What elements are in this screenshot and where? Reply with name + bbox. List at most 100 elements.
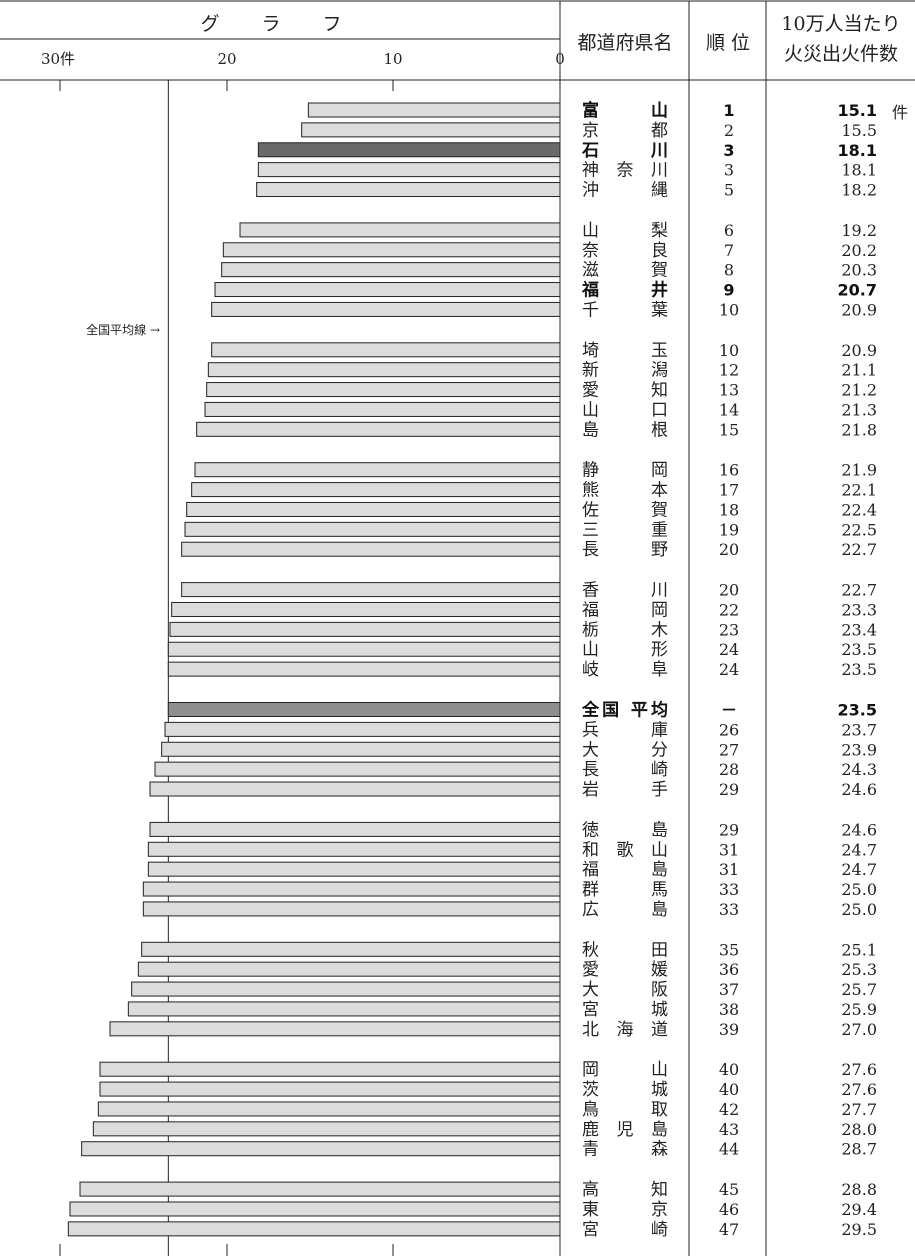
rate-value: 24.3	[841, 760, 877, 779]
rate-value: 23.5	[838, 701, 877, 720]
bar-35	[141, 941, 561, 957]
bar-1	[301, 122, 561, 138]
rate-value: 28.7	[841, 1140, 877, 1159]
rate-value: 20.9	[841, 300, 877, 319]
prefecture-name: 北海道	[582, 1020, 668, 1040]
rank-value: 20	[719, 581, 739, 600]
prefecture-name: 岡山	[582, 1060, 668, 1080]
rank-value: 5	[724, 181, 734, 200]
rank-value: 47	[719, 1220, 739, 1239]
prefecture-name: 宮崎	[582, 1220, 668, 1240]
bar-26	[164, 721, 561, 737]
bar-37	[131, 981, 561, 997]
rate-value: 18.1	[841, 161, 877, 180]
bar-6	[222, 242, 561, 258]
prefecture-name: 鳥取	[582, 1100, 668, 1120]
rate-value: 29.4	[841, 1200, 877, 1219]
prefecture-name: 山形	[582, 640, 668, 660]
rank-value: 29	[719, 820, 739, 839]
rank-value: 33	[719, 880, 739, 899]
bar-19	[181, 541, 561, 557]
rank-value: 42	[719, 1100, 739, 1119]
prefecture-name: 福島	[582, 860, 668, 880]
graph-title: グ ラ フ	[200, 13, 359, 35]
prefecture-name: 山口	[582, 400, 668, 420]
rank-value: 38	[719, 1000, 739, 1019]
bar-0	[307, 102, 561, 118]
rank-value: 9	[723, 281, 734, 300]
bar-25	[167, 702, 561, 717]
rank-value: 10	[719, 341, 739, 360]
axis-ticks	[59, 80, 394, 1256]
prefecture-name: 長崎	[582, 760, 668, 780]
rate-value: 23.5	[841, 660, 877, 679]
rank-value: 13	[719, 381, 739, 400]
rate-value: 27.6	[841, 1060, 877, 1079]
rank-value: 18	[719, 500, 739, 519]
rank-column-header: 順 位	[706, 32, 750, 54]
bar-29	[149, 781, 561, 797]
bar-4	[256, 182, 561, 198]
rank-value: 8	[724, 261, 734, 280]
rate-value: 27.6	[841, 1080, 877, 1099]
bar-23	[167, 641, 561, 657]
prefecture-name: 神奈川	[582, 161, 668, 181]
rate-value: 20.9	[841, 341, 877, 360]
rank-value: 40	[719, 1060, 739, 1079]
unit-label: 件	[892, 103, 908, 122]
rate-value: 21.2	[841, 381, 877, 400]
axis-tick-label-0: 0	[555, 50, 565, 68]
bar-31	[147, 841, 561, 857]
rank-value: 23	[719, 620, 739, 639]
rank-value: 31	[719, 860, 739, 879]
rank-value: 43	[719, 1120, 739, 1139]
bar-36	[137, 961, 561, 977]
bar-8	[214, 282, 561, 298]
prefecture-name: 東京	[582, 1200, 668, 1220]
bar-22	[169, 621, 561, 637]
rate-value: 22.7	[841, 540, 877, 559]
rank-value: 10	[719, 300, 739, 319]
axis-tick-label-30: 30件	[41, 50, 75, 68]
rank-value: 19	[719, 520, 739, 539]
rate-value: 27.7	[841, 1100, 877, 1119]
bar-3	[257, 162, 561, 178]
prefecture-name: 山梨	[582, 221, 668, 241]
bar-41	[99, 1081, 561, 1097]
rate-value: 25.7	[841, 980, 877, 999]
rate-value: 25.1	[841, 940, 877, 959]
prefecture-name: 和歌山	[582, 840, 668, 860]
rate-value: 23.3	[841, 600, 877, 619]
rate-value: 23.7	[841, 720, 877, 739]
prefecture-name: 茨城	[582, 1080, 668, 1100]
rate-value: 22.1	[841, 481, 877, 500]
prefecture-name: 大分	[582, 740, 668, 760]
value-column-header-line2: 火災出火件数	[784, 43, 898, 65]
bar-44	[81, 1141, 561, 1157]
rank-value: 12	[719, 361, 739, 380]
rank-value: 14	[719, 400, 739, 419]
rank-value: 29	[719, 780, 739, 799]
prefecture-name: 長野	[582, 540, 668, 560]
row-labels-group: 富山 1 15.1 京都 2 15.5 石川 3 18.1 神奈川 3 18.1 沖縄 5 18.2 山梨 6 1…	[581, 100, 877, 1240]
prefecture-name: 宮城	[582, 1000, 668, 1020]
axis-tick-label-20: 20	[217, 50, 236, 68]
bar-16	[191, 482, 561, 498]
bar-10	[211, 342, 561, 358]
bar-27	[161, 741, 561, 757]
axis-tick-labels: 30件 20 10 0	[41, 50, 565, 68]
prefecture-name: 佐賀	[582, 500, 668, 520]
prefecture-name: 徳島	[582, 820, 668, 840]
bar-12	[206, 382, 561, 398]
prefecture-name: 京都	[582, 121, 668, 141]
bar-5	[239, 222, 561, 238]
rate-value: 25.3	[841, 960, 877, 979]
prefecture-name: 静岡	[582, 461, 668, 481]
rate-value: 21.1	[841, 361, 877, 380]
prefecture-name: 愛媛	[582, 960, 668, 980]
bar-28	[154, 761, 561, 777]
bar-7	[221, 262, 561, 278]
bar-33	[142, 881, 561, 897]
rank-value: 28	[719, 760, 739, 779]
